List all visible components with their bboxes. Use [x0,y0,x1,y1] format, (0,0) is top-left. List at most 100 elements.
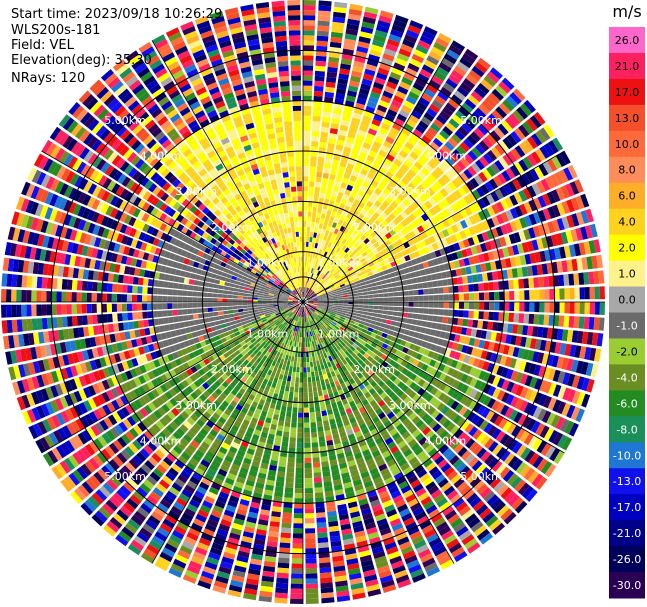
velocity-gate [215,408,224,416]
velocity-gate [194,490,205,500]
velocity-gate [580,193,590,208]
velocity-gate [451,69,464,81]
velocity-gate [284,307,290,311]
velocity-gate [338,343,344,349]
velocity-gate [387,204,395,213]
velocity-gate [383,306,389,311]
velocity-gate [348,219,355,226]
velocity-gate [327,388,333,395]
velocity-gate [472,402,482,413]
velocity-gate [491,228,499,238]
velocity-gate [579,287,585,300]
velocity-gate [429,266,436,274]
velocity-gate [430,344,437,352]
velocity-gate [312,462,321,468]
velocity-gate [327,220,333,227]
velocity-gate [95,510,108,523]
velocity-gate [399,202,407,211]
velocity-gate [373,175,382,184]
velocity-gate [448,286,454,293]
velocity-gate [381,227,389,235]
velocity-gate [400,189,409,198]
velocity-gate [308,310,312,315]
velocity-gate [262,378,269,385]
velocity-gate [101,465,113,478]
velocity-gate [318,223,324,229]
velocity-gate [327,295,333,298]
velocity-gate [142,523,155,535]
velocity-gate [504,196,514,208]
velocity-gate [465,266,472,275]
velocity-gate [326,225,332,232]
velocity-gate [468,400,478,411]
velocity-gate [215,533,227,542]
velocity-gate [536,264,543,276]
velocity-gate [268,526,280,533]
velocity-gate [455,222,464,231]
velocity-gate [254,538,266,546]
velocity-gate [522,139,534,152]
velocity-gate [231,324,238,330]
velocity-gate [303,146,310,152]
velocity-gate [299,306,302,312]
velocity-gate [494,143,506,156]
velocity-gate [346,136,355,144]
velocity-gate [410,244,418,252]
velocity-gate [147,343,155,352]
velocity-gate [519,103,532,117]
velocity-gate [326,311,332,314]
velocity-gate [113,513,126,525]
velocity-gate [364,322,370,327]
velocity-gate [370,541,383,550]
velocity-gate [311,442,319,448]
velocity-gate [319,255,323,261]
velocity-gate [425,210,434,219]
velocity-gate [100,448,112,461]
velocity-gate [292,538,303,544]
velocity-gate [391,560,404,570]
velocity-gate [366,339,373,346]
velocity-gate [363,305,369,309]
velocity-gate [321,281,327,286]
velocity-gate [305,518,315,524]
velocity-gate [433,214,442,223]
velocity-gate [348,296,354,300]
velocity-gate [351,254,358,261]
velocity-gate [310,151,318,157]
velocity-gate [322,294,328,297]
velocity-gate [574,302,580,314]
velocity-gate [495,201,505,213]
velocity-gate [367,327,374,333]
velocity-gate [574,287,580,300]
velocity-gate [456,61,470,73]
velocity-gate [348,567,361,575]
velocity-gate [311,319,315,325]
velocity-gate [282,375,288,381]
velocity-gate [307,298,313,301]
velocity-gate [400,339,407,347]
velocity-gate [409,373,417,381]
velocity-gate [251,378,258,385]
velocity-gate [349,329,356,335]
velocity-gate [382,450,392,459]
velocity-gate [528,313,535,324]
velocity-gate [383,420,392,428]
velocity-gate [233,356,240,363]
velocity-gate [76,449,88,462]
velocity-gate [341,398,348,405]
velocity-gate [287,345,292,351]
velocity-gate [408,213,417,222]
velocity-gate [424,177,433,187]
velocity-gate [337,255,343,261]
velocity-gate [296,367,300,373]
velocity-gate [312,305,318,308]
velocity-gate [335,253,341,259]
velocity-gate [296,457,303,464]
velocity-gate [373,81,384,90]
velocity-gate [311,131,320,137]
velocity-gate [328,344,334,350]
velocity-gate [410,178,420,187]
velocity-gate [349,320,355,324]
velocity-gate [552,432,564,446]
velocity-gate [347,294,353,297]
